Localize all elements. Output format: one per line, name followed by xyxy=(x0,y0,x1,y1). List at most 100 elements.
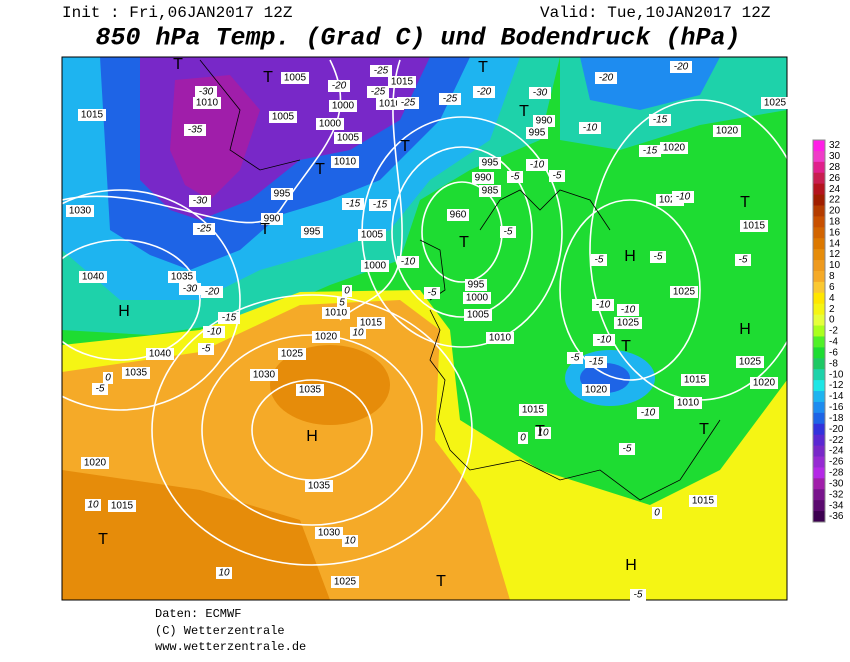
temp-label: -25 xyxy=(371,87,386,98)
pressure-label: 1025 xyxy=(659,195,682,206)
pressure-label-box xyxy=(261,213,283,225)
pressure-label-box xyxy=(465,279,487,291)
color-tick-label: -6 xyxy=(829,347,838,358)
temp-label-box xyxy=(639,145,661,157)
pressure-label: 1010 xyxy=(489,333,512,344)
pressure-label: 1015 xyxy=(111,501,134,512)
color-swatch xyxy=(813,314,825,327)
pressure-label-box xyxy=(316,118,344,130)
pressure-label: 985 xyxy=(482,186,499,197)
pressure-label-box xyxy=(357,317,385,329)
temp-label-box xyxy=(92,383,108,395)
pressure-label: 1025 xyxy=(673,287,696,298)
pressure-label-box xyxy=(193,97,221,109)
temp-label: 10 xyxy=(218,568,230,579)
color-tick-label: -18 xyxy=(829,413,844,424)
color-swatch xyxy=(813,500,825,512)
pressure-label: 1020 xyxy=(84,458,107,469)
temp-label: -15 xyxy=(643,146,658,157)
temp-label: 10 xyxy=(537,428,549,439)
color-swatch xyxy=(813,434,825,447)
temp-label-box xyxy=(439,93,461,105)
color-swatch xyxy=(813,270,825,283)
color-swatch xyxy=(813,140,825,152)
pressure-label-box xyxy=(146,348,174,360)
pressure-label: 1025 xyxy=(739,357,762,368)
temp-label-box xyxy=(507,171,523,183)
pressure-label-box xyxy=(670,286,698,298)
temp-label-box xyxy=(518,432,528,444)
temp-label-box xyxy=(201,286,223,298)
temp-label-box xyxy=(473,86,495,98)
pressure-label-box xyxy=(305,480,333,492)
color-swatch xyxy=(813,423,825,436)
pressure-label-box xyxy=(740,220,768,232)
pressure-label-box xyxy=(108,500,136,512)
temp-label: -10 xyxy=(207,327,222,338)
temp-label-box xyxy=(650,251,666,263)
pressure-label: 1010 xyxy=(325,308,348,319)
color-tick-label: 26 xyxy=(829,173,841,184)
color-tick-label: -22 xyxy=(829,435,844,446)
pressure-center: T xyxy=(740,194,750,211)
temp-label-box xyxy=(195,86,217,98)
pressure-label: 1035 xyxy=(299,385,322,396)
footer-source: Daten: ECMWF xyxy=(155,607,241,621)
temp-label-box xyxy=(370,65,392,77)
color-legend-frame xyxy=(812,139,826,523)
temp-label-box xyxy=(535,427,551,439)
color-tick-label: 20 xyxy=(829,206,841,217)
pressure-label: 1005 xyxy=(272,112,295,123)
pressure-label-box xyxy=(660,142,688,154)
color-tick-label: 22 xyxy=(829,195,841,206)
pressure-label: 1010 xyxy=(379,99,402,110)
temp-label: -5 xyxy=(504,227,513,238)
pressure-label-box xyxy=(674,397,702,409)
temp-label-box xyxy=(337,297,347,309)
temp-label: -10 xyxy=(401,257,416,268)
temp-label-box xyxy=(328,80,350,92)
pressure-label: 995 xyxy=(274,189,291,200)
temp-label-box xyxy=(630,589,646,601)
pressure-label: 1015 xyxy=(743,221,766,232)
pressure-center: T xyxy=(699,421,709,438)
temp-label: -10 xyxy=(621,305,636,316)
color-swatch xyxy=(813,216,825,228)
temp-label: -30 xyxy=(193,196,208,207)
pressure-label-box xyxy=(533,115,555,127)
pressure-label-box xyxy=(479,157,501,169)
pressure-label: 1015 xyxy=(391,77,414,88)
pressure-label-box xyxy=(486,332,514,344)
temp-label: -5 xyxy=(428,288,437,299)
pressure-label-box xyxy=(750,377,778,389)
temp-label-box xyxy=(619,443,635,455)
temp-label: -5 xyxy=(202,344,211,355)
pressure-label: 1035 xyxy=(171,272,194,283)
pressure-label: 1025 xyxy=(334,577,357,588)
pressure-label: 1030 xyxy=(69,206,92,217)
color-tick-label: 18 xyxy=(829,216,841,227)
pressure-label-box xyxy=(79,271,107,283)
color-tick-label: -16 xyxy=(829,402,844,413)
temp-label: -25 xyxy=(197,224,212,235)
pressure-label: 1025 xyxy=(281,349,304,360)
pressure-label: 995 xyxy=(304,227,321,238)
temp-label-box xyxy=(529,87,551,99)
temp-label: -5 xyxy=(654,252,663,263)
pressure-label-box xyxy=(526,127,548,139)
temp-label-box xyxy=(637,407,659,419)
pressure-label: 990 xyxy=(475,173,492,184)
color-swatch xyxy=(813,249,825,261)
pressure-label-box xyxy=(519,404,547,416)
color-swatch xyxy=(813,347,825,359)
pressure-label-box xyxy=(464,309,492,321)
temp-label-box xyxy=(342,285,352,297)
temp-label: 10 xyxy=(352,328,364,339)
color-swatch xyxy=(813,183,825,196)
color-swatch xyxy=(813,380,825,392)
pressure-label-box xyxy=(168,271,196,283)
pressure-label: 1020 xyxy=(585,385,608,396)
temp-label-box xyxy=(184,124,206,136)
pressure-label: 1015 xyxy=(522,405,545,416)
pressure-label: 1015 xyxy=(81,110,104,121)
